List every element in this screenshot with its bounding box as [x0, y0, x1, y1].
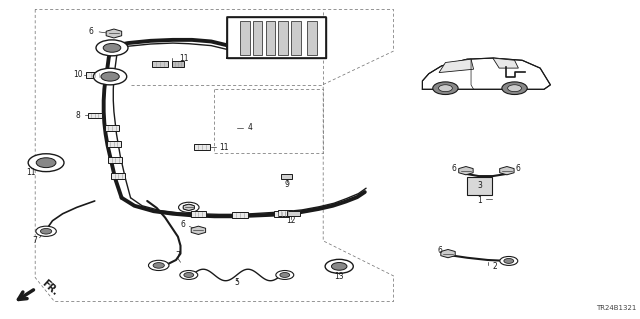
Bar — [107, 141, 121, 147]
Circle shape — [180, 271, 198, 279]
Circle shape — [500, 256, 518, 265]
Polygon shape — [422, 58, 550, 89]
Circle shape — [184, 272, 194, 278]
Polygon shape — [439, 59, 474, 73]
Circle shape — [325, 259, 353, 273]
Text: 2: 2 — [492, 262, 497, 271]
Bar — [108, 157, 122, 163]
Bar — [152, 61, 168, 67]
Text: 9: 9 — [284, 180, 289, 189]
Bar — [227, 17, 326, 58]
Circle shape — [504, 258, 514, 263]
Text: 6: 6 — [452, 164, 457, 173]
Circle shape — [36, 158, 56, 167]
Text: 12: 12 — [287, 216, 296, 225]
Circle shape — [40, 228, 52, 234]
Text: 7: 7 — [175, 251, 180, 260]
Text: 3: 3 — [477, 181, 482, 190]
Text: FR.: FR. — [40, 278, 60, 298]
Bar — [105, 125, 119, 131]
Text: 6: 6 — [516, 164, 521, 173]
Circle shape — [332, 263, 347, 270]
Circle shape — [96, 40, 128, 56]
Bar — [232, 212, 248, 218]
Bar — [287, 211, 300, 216]
Text: 6: 6 — [438, 246, 443, 255]
Bar — [86, 72, 103, 78]
Bar — [467, 177, 492, 195]
Text: 6: 6 — [180, 220, 186, 229]
Bar — [266, 21, 275, 55]
Bar — [253, 21, 262, 55]
Circle shape — [438, 85, 452, 92]
Polygon shape — [459, 167, 473, 175]
Text: 4: 4 — [247, 123, 252, 132]
Circle shape — [93, 68, 127, 85]
Circle shape — [101, 72, 119, 81]
Polygon shape — [183, 204, 195, 211]
Text: 8: 8 — [76, 111, 81, 120]
Circle shape — [28, 154, 64, 172]
Circle shape — [103, 43, 121, 52]
Circle shape — [433, 82, 458, 94]
Bar — [191, 211, 206, 217]
Circle shape — [502, 82, 527, 94]
Text: 11: 11 — [220, 143, 228, 152]
Bar — [307, 21, 317, 55]
Text: 10: 10 — [73, 70, 83, 79]
Bar — [278, 210, 292, 216]
Text: 5: 5 — [234, 278, 239, 287]
Text: 11: 11 — [180, 54, 189, 63]
Polygon shape — [500, 167, 514, 175]
Text: TR24B1321: TR24B1321 — [596, 305, 637, 311]
Circle shape — [183, 204, 195, 210]
Text: 6: 6 — [88, 27, 93, 36]
Bar — [274, 211, 289, 217]
Circle shape — [153, 263, 164, 268]
Polygon shape — [493, 58, 518, 68]
Circle shape — [36, 226, 56, 236]
Bar — [281, 174, 292, 179]
Polygon shape — [106, 29, 122, 38]
Bar — [278, 21, 288, 55]
Bar — [111, 173, 125, 179]
Circle shape — [276, 271, 294, 279]
Bar — [88, 113, 102, 118]
Bar — [193, 144, 210, 150]
Bar — [172, 61, 184, 67]
Circle shape — [280, 272, 290, 278]
Text: 11: 11 — [26, 168, 35, 177]
Bar — [291, 21, 301, 55]
Circle shape — [148, 260, 169, 271]
Polygon shape — [191, 226, 205, 234]
Text: 13: 13 — [334, 272, 344, 281]
Polygon shape — [441, 249, 455, 258]
Bar — [240, 21, 250, 55]
Text: 7: 7 — [33, 236, 38, 245]
Circle shape — [179, 202, 199, 212]
Circle shape — [508, 85, 522, 92]
Text: 1: 1 — [477, 196, 482, 205]
